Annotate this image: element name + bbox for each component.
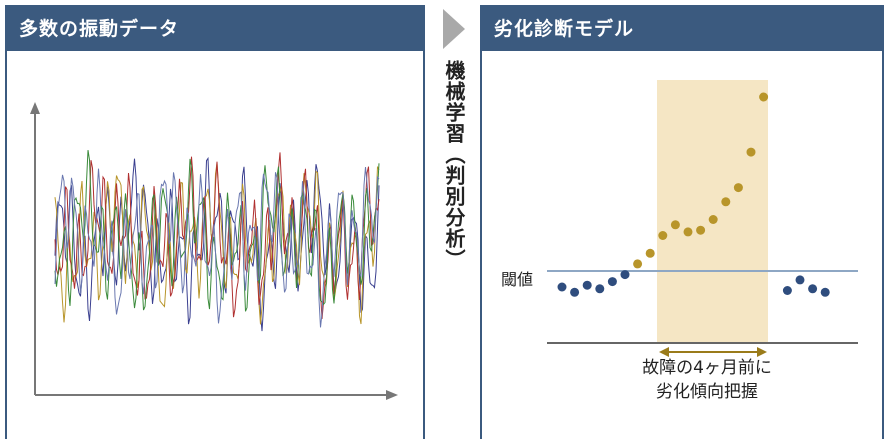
degradation-point — [670, 220, 680, 230]
period-arrow-left-icon — [659, 347, 669, 357]
degradation-point — [683, 227, 693, 237]
vibration-x-axis-arrow-icon — [386, 390, 398, 400]
annotation-caption: 故障の4ヶ月前に 劣化傾向把握 — [592, 356, 822, 404]
flow-arrow-icon — [443, 9, 465, 49]
scatter-points — [557, 92, 830, 297]
degradation-point — [746, 147, 756, 157]
degradation-point — [696, 225, 706, 235]
degradation-point — [733, 183, 743, 193]
normal-point — [595, 284, 605, 294]
normal-point — [620, 270, 630, 280]
vibration-data-title: 多数の振動データ — [7, 7, 423, 51]
degradation-point — [633, 259, 643, 269]
vibration-series-5 — [54, 166, 380, 328]
period-arrow — [659, 347, 767, 357]
normal-point — [782, 286, 792, 295]
degradation-point — [721, 197, 731, 207]
normal-point — [570, 287, 580, 297]
normal-point — [607, 277, 617, 287]
machine-learning-label: 機械学習（判別分析） — [442, 60, 466, 270]
annotation-line-1: 故障の4ヶ月前に — [642, 358, 772, 378]
normal-point — [795, 275, 805, 285]
degradation-point — [658, 231, 668, 240]
annotation-line-2: 劣化傾向把握 — [656, 382, 758, 402]
threshold-label: 閾値 — [501, 270, 534, 289]
vibration-series-4 — [54, 150, 380, 312]
pre-failure-highlight — [657, 80, 768, 343]
normal-point — [582, 280, 592, 290]
vibration-axes — [30, 102, 398, 400]
degradation-point — [708, 215, 718, 224]
vibration-waveforms — [54, 150, 380, 332]
period-arrow-right-icon — [757, 347, 767, 357]
degradation-point — [645, 248, 655, 258]
normal-point — [557, 282, 567, 292]
degradation-point — [759, 92, 769, 102]
vibration-y-axis-arrow-icon — [30, 102, 40, 114]
normal-point — [820, 287, 830, 297]
degradation-model-title: 劣化診断モデル — [482, 7, 882, 51]
normal-point — [808, 284, 818, 294]
